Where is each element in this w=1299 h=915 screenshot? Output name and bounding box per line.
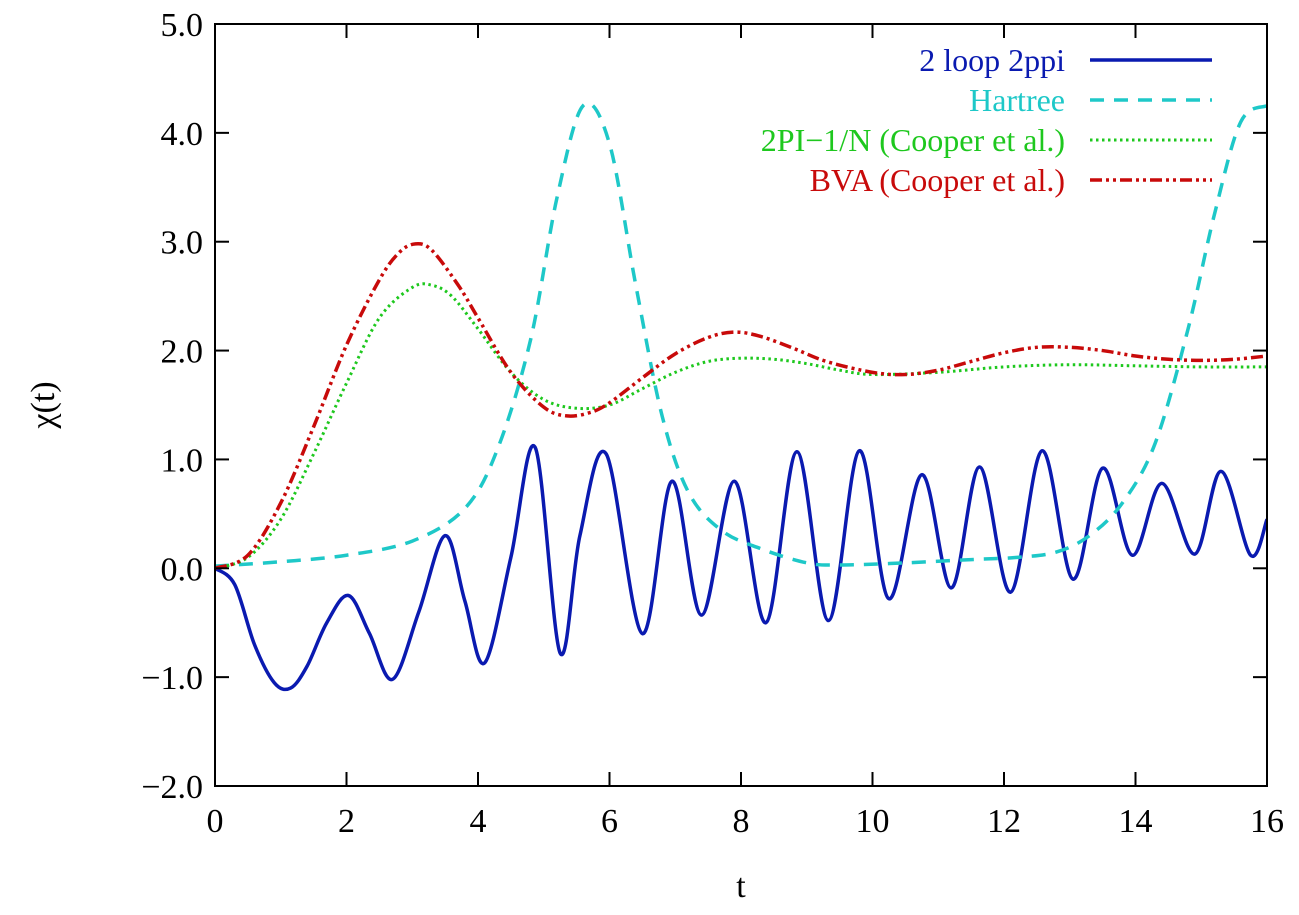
y-tick-label: 4.0 [161, 116, 204, 153]
x-axis-label: t [736, 868, 746, 905]
y-tick-label: −1.0 [141, 660, 203, 697]
series-layer [215, 101, 1267, 692]
y-axis-label: χ(t) [25, 381, 62, 429]
x-tick-label: 4 [470, 803, 487, 840]
x-tick-label: 14 [1119, 803, 1153, 840]
legend-label-4: BVA (Cooper et al.) [810, 162, 1065, 198]
y-tick-label: 5.0 [161, 7, 204, 44]
y-tick-label: 1.0 [161, 442, 204, 479]
legend-label-1: 2 loop 2ppi [919, 42, 1065, 78]
series-line-1 [215, 443, 1267, 692]
y-tick-label: 0.0 [161, 551, 204, 588]
ticks-layer: 0 2 4 6 8 10 12 14 16 −2.0 −1.0 0.0 1.0 2.0 3.0 4.0 5.0 [141, 7, 1284, 840]
plot-frame [214, 23, 1268, 787]
series-line-4 [215, 242, 1267, 570]
x-tick-label: 8 [733, 803, 750, 840]
x-tick-label: 10 [856, 803, 890, 840]
legend: 2 loop 2ppi Hartree 2PI−1/N (Cooper et al.… [761, 42, 1212, 198]
y-tick-label: 2.0 [161, 334, 204, 371]
series-line-3 [215, 282, 1267, 570]
x-tick-label: 0 [207, 803, 224, 840]
legend-label-2: Hartree [969, 82, 1065, 118]
y-tick-label: −2.0 [141, 769, 203, 806]
legend-label-3: 2PI−1/N (Cooper et al.) [761, 122, 1065, 158]
x-tick-label: 6 [601, 803, 618, 840]
x-tick-label: 16 [1250, 803, 1284, 840]
x-tick-label: 2 [338, 803, 355, 840]
x-tick-label: 12 [987, 803, 1021, 840]
y-tick-label: 3.0 [161, 225, 204, 262]
